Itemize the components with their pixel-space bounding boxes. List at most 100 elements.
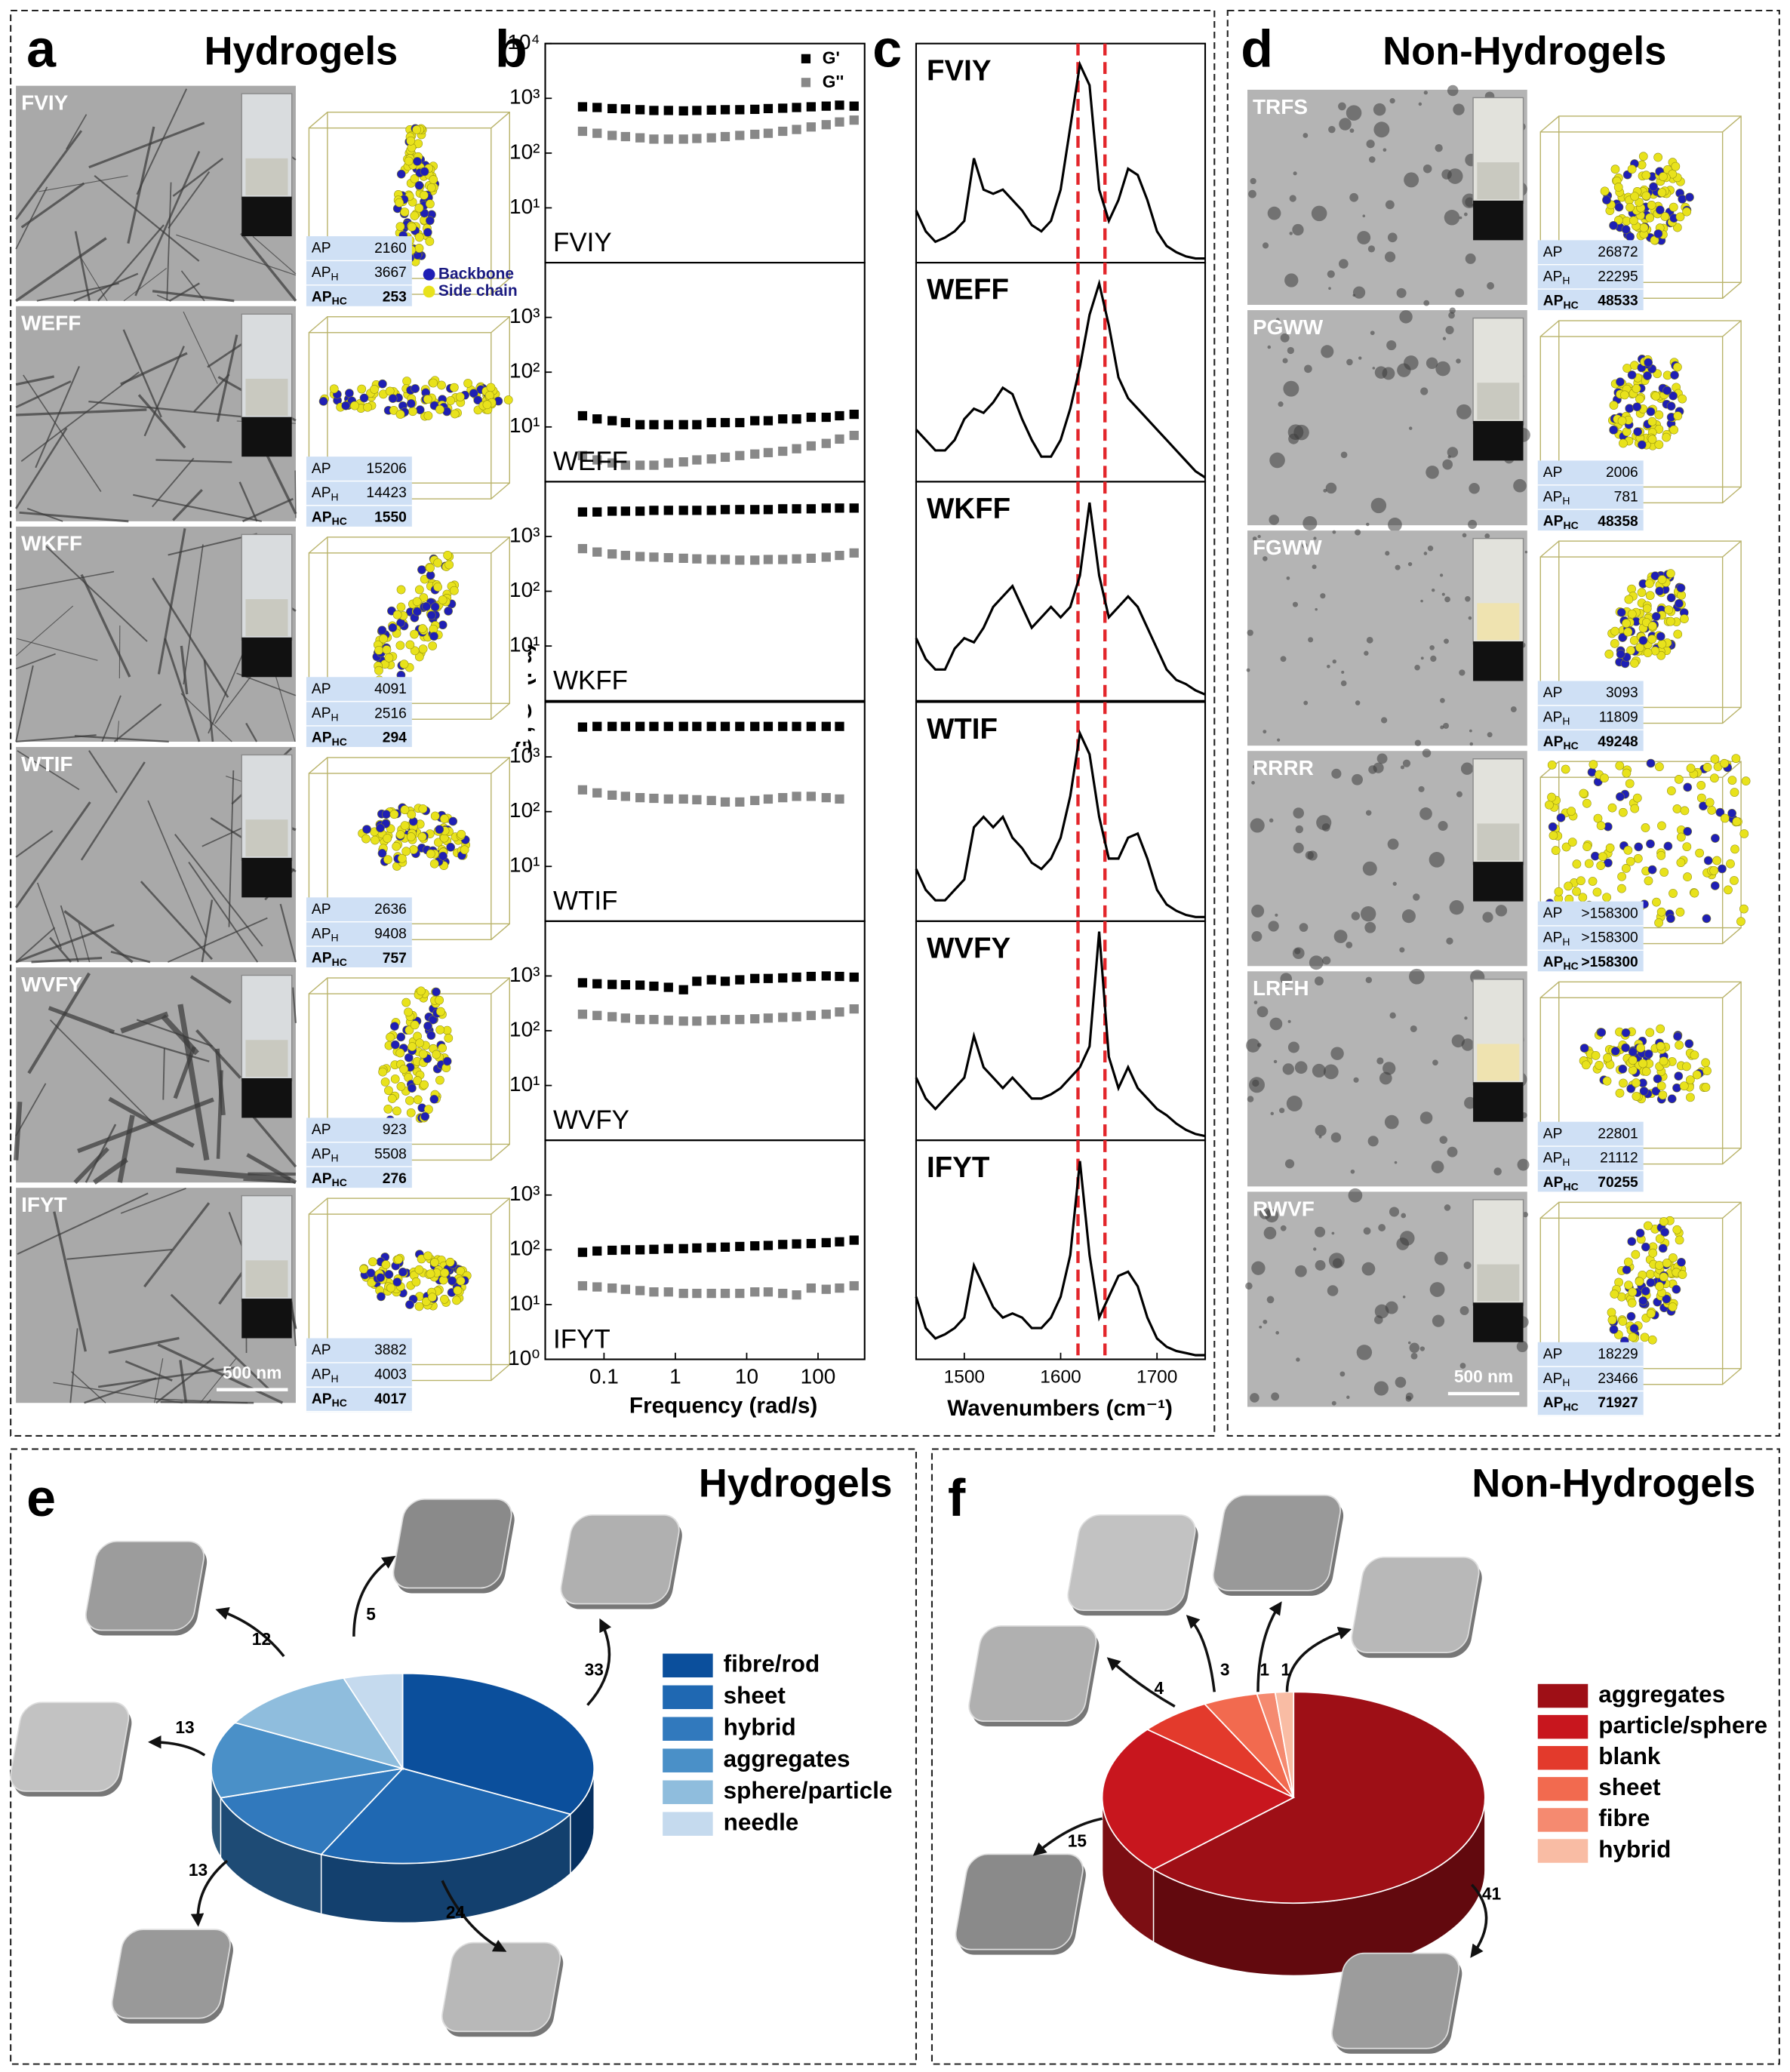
aggregate	[1364, 650, 1369, 656]
spectrum-line	[915, 278, 1206, 479]
md-box-edge	[308, 316, 328, 334]
atom	[1622, 619, 1631, 629]
atom	[1710, 773, 1719, 783]
atom	[359, 1264, 368, 1274]
data-point	[735, 450, 745, 460]
aggregate	[1449, 900, 1464, 915]
aggregate	[1346, 941, 1353, 948]
data-point	[835, 1237, 844, 1247]
atom	[1589, 760, 1598, 770]
y-tick-label: 10¹	[509, 1072, 540, 1096]
atom	[377, 849, 387, 858]
atom	[1710, 755, 1720, 764]
atom	[1662, 432, 1671, 442]
atom	[438, 851, 448, 861]
chart-title: IFYT	[553, 1324, 611, 1354]
md-box-back	[1558, 320, 1742, 488]
data-point	[577, 1010, 588, 1019]
y-tick-label: 10¹	[509, 413, 540, 437]
sample-name: RWVF	[1253, 1197, 1315, 1220]
thumbnail	[85, 1541, 205, 1631]
md-box-edge	[491, 316, 510, 334]
aggregate	[1440, 725, 1444, 730]
table-row-label: APH	[312, 926, 339, 943]
aggregate	[1367, 245, 1376, 253]
fibre	[279, 903, 297, 963]
md-box-back	[327, 757, 510, 925]
table-value: 48533	[1598, 294, 1638, 309]
table-value: >158300	[1581, 955, 1638, 970]
atom	[1567, 838, 1577, 847]
aggregate	[1284, 273, 1299, 287]
atom	[1635, 1228, 1645, 1238]
md-box-back	[327, 977, 510, 1145]
data-point	[620, 131, 630, 142]
data-point	[806, 971, 816, 982]
atom	[422, 601, 431, 611]
md-box-back	[327, 1197, 510, 1366]
fibre	[73, 1147, 109, 1185]
atom	[1645, 579, 1654, 589]
aggregate	[1468, 519, 1478, 529]
legend-swatch	[801, 78, 811, 88]
aggregate	[1287, 1041, 1299, 1053]
fibre	[49, 1019, 152, 1123]
table-row-sub: HC	[1563, 1180, 1578, 1192]
arrow	[1256, 1601, 1282, 1692]
sample-name: WEFF	[21, 312, 81, 335]
table-value: 23466	[1598, 1371, 1638, 1387]
fibre	[180, 270, 205, 302]
aggregate	[1253, 764, 1258, 769]
atom	[413, 1095, 423, 1105]
atom	[368, 1257, 377, 1267]
atom	[1646, 758, 1656, 768]
data-point	[678, 721, 688, 731]
aggregate	[1414, 664, 1420, 671]
chart-title: WEFF	[553, 447, 628, 476]
fibre	[15, 570, 115, 591]
table-value: 70255	[1598, 1175, 1638, 1191]
panel-label: f	[948, 1468, 966, 1527]
aggregate	[1292, 223, 1304, 236]
data-point	[577, 507, 588, 517]
aggregate	[1341, 670, 1345, 674]
atom	[383, 834, 392, 843]
atom	[1730, 876, 1739, 885]
data-point	[821, 721, 831, 731]
atom	[433, 558, 442, 567]
atom	[1618, 633, 1628, 642]
atom	[1629, 1323, 1639, 1333]
fibre	[240, 232, 297, 302]
aggregate	[1327, 1285, 1339, 1296]
aggregate	[1394, 1161, 1398, 1164]
aggregate	[1407, 1341, 1411, 1345]
atom	[418, 1050, 428, 1059]
chart-title: Non-Hydrogels	[1472, 1462, 1755, 1505]
fibre	[133, 493, 262, 522]
data-point	[821, 1284, 831, 1294]
md-box-edge	[491, 923, 510, 940]
md-box-back	[1558, 540, 1742, 709]
fibre	[238, 481, 258, 522]
aggregate	[1464, 1096, 1476, 1109]
table-row-sub: H	[331, 1372, 339, 1384]
legend-label: hybrid	[724, 1714, 796, 1741]
atom	[1673, 629, 1683, 639]
panel-title: Hydrogels	[205, 30, 398, 74]
atom	[1618, 1064, 1628, 1074]
table-row-base: AP	[312, 1367, 331, 1383]
table-value: 1550	[374, 510, 407, 526]
table-value: 294	[383, 730, 407, 746]
atom	[386, 1032, 395, 1042]
aggregate	[1402, 759, 1411, 767]
atom	[378, 1067, 388, 1077]
atom	[1607, 803, 1617, 813]
atom	[1623, 845, 1633, 855]
atom	[435, 995, 444, 1005]
data-point	[663, 552, 673, 563]
aggregate	[1313, 536, 1317, 540]
aggregate	[1423, 300, 1430, 306]
fibre	[170, 1293, 271, 1391]
atom	[1659, 172, 1668, 181]
table-row-base: AP	[312, 1342, 331, 1358]
